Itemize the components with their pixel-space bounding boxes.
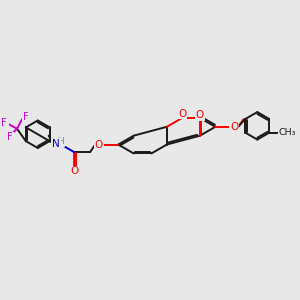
Text: O: O [70,167,78,176]
Text: O: O [196,110,204,120]
Text: O: O [230,122,238,132]
Text: H: H [57,137,64,146]
Text: F: F [1,118,7,128]
Text: F: F [8,133,13,142]
Text: CH₃: CH₃ [279,128,296,137]
Text: N: N [52,139,60,149]
Text: O: O [178,109,186,118]
Text: F: F [23,112,28,122]
Text: O: O [95,140,103,150]
